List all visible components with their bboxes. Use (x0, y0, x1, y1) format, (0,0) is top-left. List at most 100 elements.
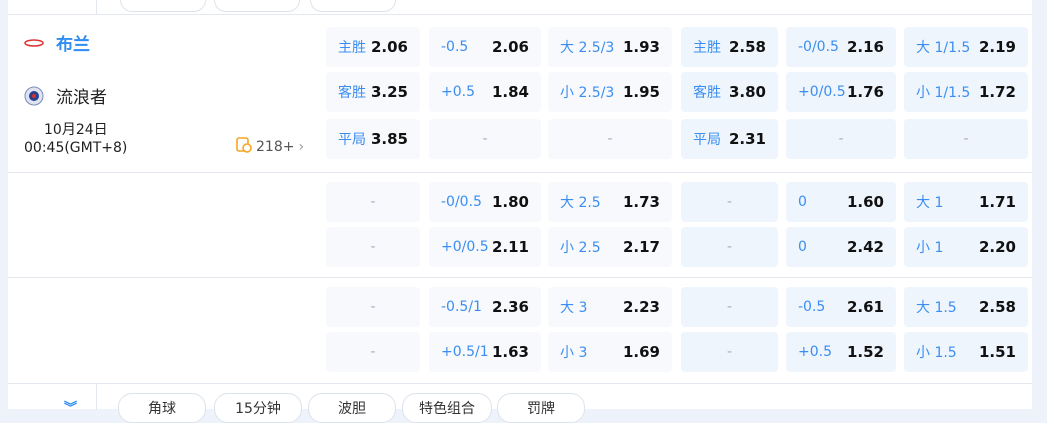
odds-label: 小 3 (560, 345, 588, 361)
odds-cell[interactable]: 大 3 2.23 (548, 287, 672, 327)
odds-cell: - (904, 119, 1028, 159)
odds-value: 3.85 (370, 130, 408, 148)
away-team-logo-icon (24, 86, 44, 106)
odds-cell: - (681, 332, 778, 372)
odds-cell[interactable]: 小 2.5/3 1.95 (548, 72, 672, 112)
odds-label: 大 1 (916, 195, 944, 211)
odds-cell[interactable]: 小 1/1.5 1.72 (904, 72, 1028, 112)
odds-cell[interactable]: 0 1.60 (786, 182, 896, 222)
odds-cell: - (786, 119, 896, 159)
markets-icon (236, 137, 252, 157)
odds-label: 0 (798, 194, 807, 210)
top-tab[interactable] (120, 0, 206, 12)
odds-value: 1.51 (978, 343, 1016, 361)
odds-value: 2.19 (978, 38, 1016, 56)
odds-value: 1.63 (491, 343, 529, 361)
odds-cell[interactable]: 大 1/1.5 2.19 (904, 27, 1028, 67)
odds-value: 2.11 (491, 238, 529, 256)
odds-cell[interactable]: 小 1 2.20 (904, 227, 1028, 267)
odds-label: +0.5/1 (441, 344, 489, 360)
odds-cell[interactable]: 大 1.5 2.58 (904, 287, 1028, 327)
odds-cell[interactable]: 小 2.5 2.17 (548, 227, 672, 267)
odds-cell[interactable]: -0/0.5 1.80 (429, 182, 541, 222)
odds-value: 1.95 (622, 83, 660, 101)
odds-label: 客胜 (338, 85, 366, 101)
odds-value: 1.52 (846, 343, 884, 361)
odds-cell[interactable]: 主胜 2.06 (326, 27, 420, 67)
odds-value: 2.31 (728, 130, 766, 148)
odds-cell[interactable]: -0/0.5 2.16 (786, 27, 896, 67)
odds-label: 0 (798, 239, 807, 255)
odds-value: 2.06 (491, 38, 529, 56)
odds-value: 1.76 (846, 83, 884, 101)
home-team[interactable]: 布兰 (24, 30, 90, 55)
odds-empty: - (370, 299, 376, 315)
odds-cell[interactable]: +0.5 1.84 (429, 72, 541, 112)
odds-cell[interactable]: 主胜 2.58 (681, 27, 778, 67)
odds-label: 大 2.5 (560, 195, 601, 211)
market-tab[interactable]: 角球 (118, 393, 206, 423)
market-tab[interactable]: 15分钟 (214, 393, 302, 423)
odds-empty: - (726, 299, 733, 315)
odds-cell[interactable]: 小 1.5 1.51 (904, 332, 1028, 372)
odds-cell[interactable]: 平局 2.31 (681, 119, 778, 159)
odds-label: +0/0.5 (798, 84, 846, 100)
odds-cell[interactable]: +0.5/1 1.63 (429, 332, 541, 372)
odds-cell[interactable]: 大 2.5/3 1.93 (548, 27, 672, 67)
odds-cell: - (326, 332, 420, 372)
odds-empty: - (370, 194, 376, 210)
odds-label: 大 2.5/3 (560, 40, 615, 56)
markets-count: 218+ (256, 139, 295, 155)
odds-cell[interactable]: -0.5 2.06 (429, 27, 541, 67)
odds-label: +0.5 (441, 84, 475, 100)
odds-label: 平局 (338, 132, 366, 148)
market-tab[interactable]: 罚牌 (497, 393, 585, 423)
odds-cell[interactable]: 平局 3.85 (326, 119, 420, 159)
expand-chevron-icon[interactable]: ︾ (64, 401, 78, 416)
odds-cell: - (548, 119, 672, 159)
odds-value: 2.17 (622, 238, 660, 256)
odds-label: 大 1.5 (916, 300, 957, 316)
match-date: 10月24日 (44, 122, 108, 138)
odds-cell: - (681, 227, 778, 267)
match-panel: 布兰 流浪者 10月24日 00:45(GMT+8) 218+ › 主胜 2.06… (8, 0, 1032, 423)
odds-cell[interactable]: 客胜 3.25 (326, 72, 420, 112)
odds-cell[interactable]: 大 2.5 1.73 (548, 182, 672, 222)
market-tab[interactable]: 波胆 (308, 393, 396, 423)
odds-cell[interactable]: +0.5 1.52 (786, 332, 896, 372)
odds-cell: - (326, 227, 420, 267)
odds-value: 1.60 (846, 193, 884, 211)
match-time: 00:45(GMT+8) (24, 140, 128, 156)
odds-value: 2.20 (978, 238, 1016, 256)
top-tab[interactable] (310, 0, 396, 12)
odds-cell[interactable]: 客胜 3.80 (681, 72, 778, 112)
odds-value: 1.84 (491, 83, 529, 101)
odds-value: 3.80 (728, 83, 766, 101)
market-tab[interactable]: 特色组合 (402, 393, 492, 423)
odds-cell[interactable]: +0/0.5 1.76 (786, 72, 896, 112)
bottom-bar: ︾ 角球 15分钟 波胆 特色组合 罚牌 (8, 383, 1032, 423)
odds-label: 小 1/1.5 (916, 85, 971, 101)
odds-cell[interactable]: -0.5 2.61 (786, 287, 896, 327)
odds-value: 2.58 (728, 38, 766, 56)
odds-label: -0/0.5 (798, 39, 839, 55)
odds-cell[interactable]: +0/0.5 2.11 (429, 227, 541, 267)
odds-value: 2.42 (846, 238, 884, 256)
odds-label: 大 1/1.5 (916, 40, 971, 56)
odds-cell[interactable]: 小 3 1.69 (548, 332, 672, 372)
top-tab[interactable] (214, 0, 300, 12)
odds-value: 2.23 (622, 298, 660, 316)
odds-label: 平局 (693, 132, 721, 148)
odds-empty: - (482, 131, 488, 147)
away-team[interactable]: 流浪者 (24, 83, 107, 108)
odds-cell: - (429, 119, 541, 159)
more-markets-link[interactable]: 218+ › (236, 137, 304, 157)
odds-label: 大 3 (560, 300, 588, 316)
odds-empty: - (838, 131, 844, 147)
odds-cell[interactable]: 大 1 1.71 (904, 182, 1028, 222)
odds-empty: - (963, 131, 969, 147)
odds-value: 2.58 (978, 298, 1016, 316)
odds-cell[interactable]: -0.5/1 2.36 (429, 287, 541, 327)
odds-cell[interactable]: 0 2.42 (786, 227, 896, 267)
odds-value: 2.06 (370, 38, 408, 56)
